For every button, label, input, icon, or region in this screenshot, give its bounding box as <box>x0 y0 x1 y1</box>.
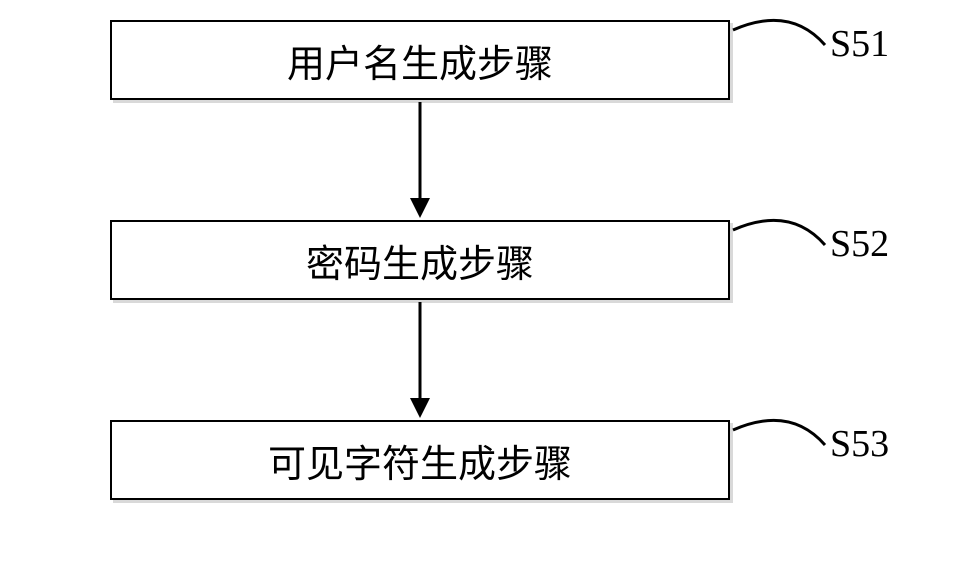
flowchart-container: 用户名生成步骤 S51 密码生成步骤 S52 可见字符生成步骤 S53 <box>0 0 969 571</box>
callout-s53 <box>0 0 969 571</box>
